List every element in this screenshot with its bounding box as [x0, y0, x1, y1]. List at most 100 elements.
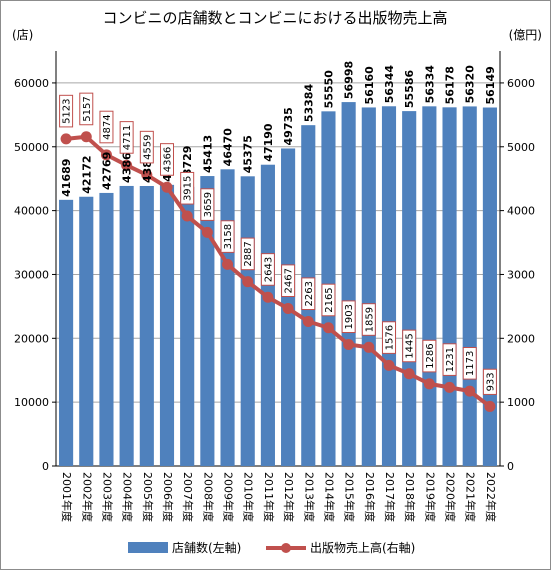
category-label: 2003年度: [100, 472, 114, 522]
line-point: [222, 258, 234, 270]
line-point: [444, 381, 456, 393]
line-value-box: [281, 264, 296, 297]
line-value-label: 4366: [163, 147, 174, 172]
line-value-label: 1859: [364, 307, 375, 332]
bar-value-label: 56320: [464, 65, 477, 104]
line-series: [60, 131, 496, 412]
line-value-label: 3915: [183, 176, 194, 201]
line-value-label: 4711: [122, 125, 133, 150]
line-value-label: 2263: [304, 281, 315, 306]
left-tick-label: 20000: [14, 332, 49, 345]
line-value-label: 1231: [445, 347, 456, 372]
line-point: [121, 159, 133, 171]
line-value-label: 1286: [425, 343, 436, 368]
bar: [159, 184, 175, 466]
bar: [180, 186, 195, 466]
bar-value-label: 42172: [80, 155, 93, 193]
legend: 店舗数(左軸) 出版物売上高(右軸): [128, 540, 415, 555]
bar: [119, 185, 134, 467]
line-value-box: [341, 300, 356, 334]
line-value-label: 5157: [82, 96, 93, 121]
line-value-label: 2467: [284, 268, 295, 293]
line-point: [181, 210, 193, 222]
series-line: [65, 134, 492, 409]
category-label: 2002年度: [80, 472, 94, 522]
category-label: 2022年度: [484, 472, 498, 522]
category-label: 2014年度: [322, 472, 336, 522]
line-value-box: [160, 143, 174, 176]
line-value-box: [382, 321, 396, 354]
category-label: 2005年度: [141, 472, 155, 522]
bar-value-label: 46470: [222, 128, 235, 167]
left-tick-label: 60000: [14, 77, 49, 90]
bar-value-label: 56344: [383, 65, 396, 104]
line-value-label: 5123: [62, 98, 73, 123]
bar-value-label: 55586: [403, 69, 416, 108]
line-value-box: [59, 94, 74, 128]
bar: [381, 106, 397, 466]
right-tick-label: 5000: [507, 141, 535, 154]
bar-value-label: 56160: [363, 66, 376, 105]
bar-value-label: 41689: [60, 159, 73, 197]
line-value-box: [482, 368, 497, 395]
bar-value-label: 49735: [282, 107, 295, 145]
category-label: 2001年度: [60, 472, 74, 522]
line-point: [80, 131, 92, 143]
line-value-box: [462, 347, 477, 380]
legend-bar-swatch: [128, 542, 168, 553]
line-point: [322, 322, 334, 334]
line-point: [302, 316, 314, 328]
line-value-box: [321, 283, 336, 317]
category-label: 2011年度: [262, 472, 276, 522]
bar-value-label: 56334: [423, 65, 436, 104]
line-value-label: 2643: [263, 257, 274, 282]
line-point: [423, 378, 435, 390]
bar: [59, 199, 74, 466]
line-value-label: 1173: [465, 351, 476, 376]
line-value-label: 3659: [203, 192, 214, 217]
axis-ticks: 0 10000 20000 30000 40000 50000 60000 0 1000 2000…: [14, 77, 535, 522]
right-tick-label: 2000: [507, 332, 535, 345]
bar: [341, 102, 356, 466]
right-tick-label: 6000: [507, 77, 535, 90]
line-point: [282, 302, 294, 314]
line-value-box: [240, 237, 255, 271]
bar-value-label: 45413: [201, 135, 214, 173]
bar-value-label: 56998: [343, 61, 356, 99]
category-label: 2004年度: [121, 472, 135, 522]
bar-value-label: 45375: [242, 135, 255, 173]
bar-value-label: 56149: [484, 66, 497, 104]
left-tick-label: 10000: [14, 396, 49, 409]
category-label: 2008年度: [201, 472, 215, 522]
line-point: [343, 339, 355, 351]
line-value-label: 3158: [223, 224, 234, 249]
line-point: [403, 368, 415, 380]
line-value-box: [260, 253, 275, 286]
line-value-box: [422, 339, 437, 373]
bar: [240, 176, 255, 466]
data-labels: 4168942172427694386343856440364372945413…: [59, 61, 497, 395]
legend-bar-label: 店舗数(左軸): [172, 540, 241, 555]
category-label: 2010年度: [242, 472, 256, 522]
left-tick-label: 50000: [14, 141, 49, 154]
line-point: [100, 149, 112, 161]
category-label: 2019年度: [423, 472, 437, 522]
line-point: [60, 133, 72, 145]
line-point: [262, 291, 274, 303]
bar-value-label: 42769: [100, 152, 113, 190]
line-value-label: 4874: [102, 114, 113, 139]
bar-value-label: 53384: [302, 84, 315, 123]
left-tick-label: 40000: [14, 205, 49, 218]
right-tick-label: 0: [507, 460, 514, 473]
line-value-box: [361, 303, 376, 336]
category-label: 2006年度: [161, 472, 175, 522]
line-value-box: [200, 188, 215, 221]
bar: [79, 196, 94, 467]
bar-value-label: 56178: [444, 66, 457, 104]
category-label: 2007年度: [181, 472, 195, 522]
line-point: [161, 181, 173, 193]
category-label: 2012年度: [282, 472, 296, 522]
bar: [442, 107, 457, 466]
right-tick-label: 4000: [507, 205, 535, 218]
bar: [482, 107, 497, 467]
